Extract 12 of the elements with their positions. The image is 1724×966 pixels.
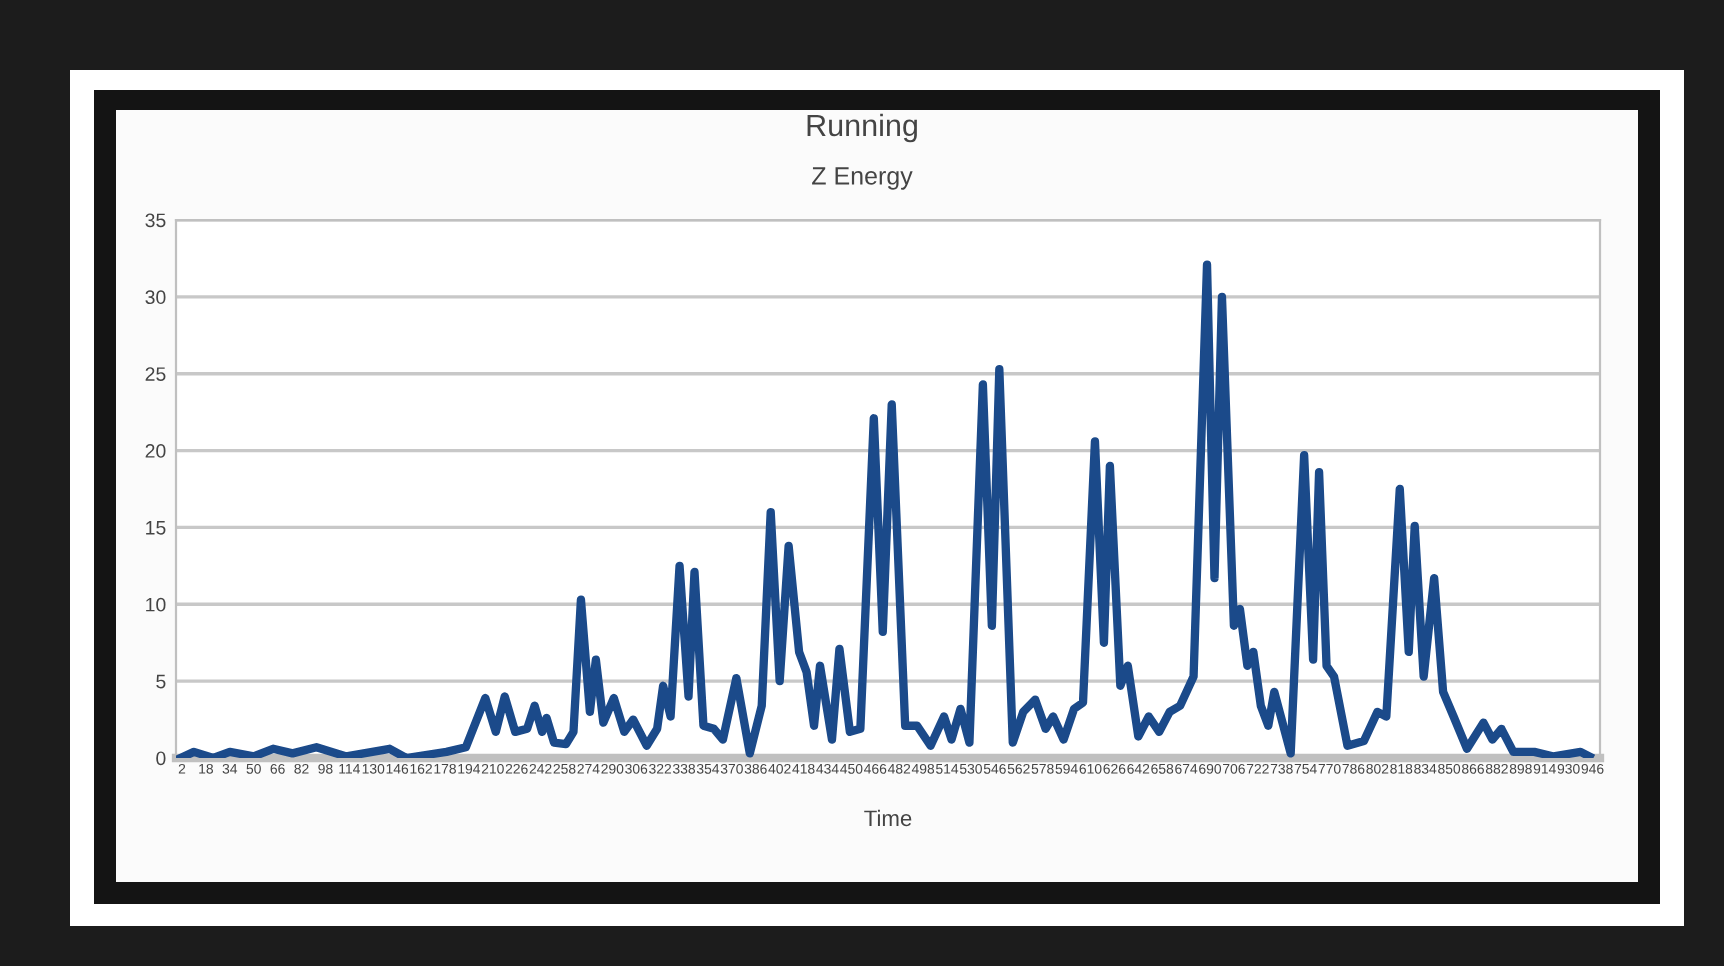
y-tick-label: 5 — [156, 674, 166, 689]
x-axis-title: Time — [864, 809, 912, 827]
chart-subtitle: Z Energy — [812, 167, 913, 190]
y-tick-label: 25 — [145, 367, 166, 381]
chart-title: Running — [807, 113, 917, 143]
y-tick-label: 15 — [146, 521, 166, 535]
y-tick-label: 30 — [145, 290, 166, 305]
line-series — [176, 260, 1594, 758]
y-tick-label: 20 — [145, 444, 166, 458]
y-tick-label: 35 — [145, 213, 166, 228]
y-tick-label: 0 — [156, 751, 166, 766]
y-tick-label: 10 — [146, 597, 166, 612]
